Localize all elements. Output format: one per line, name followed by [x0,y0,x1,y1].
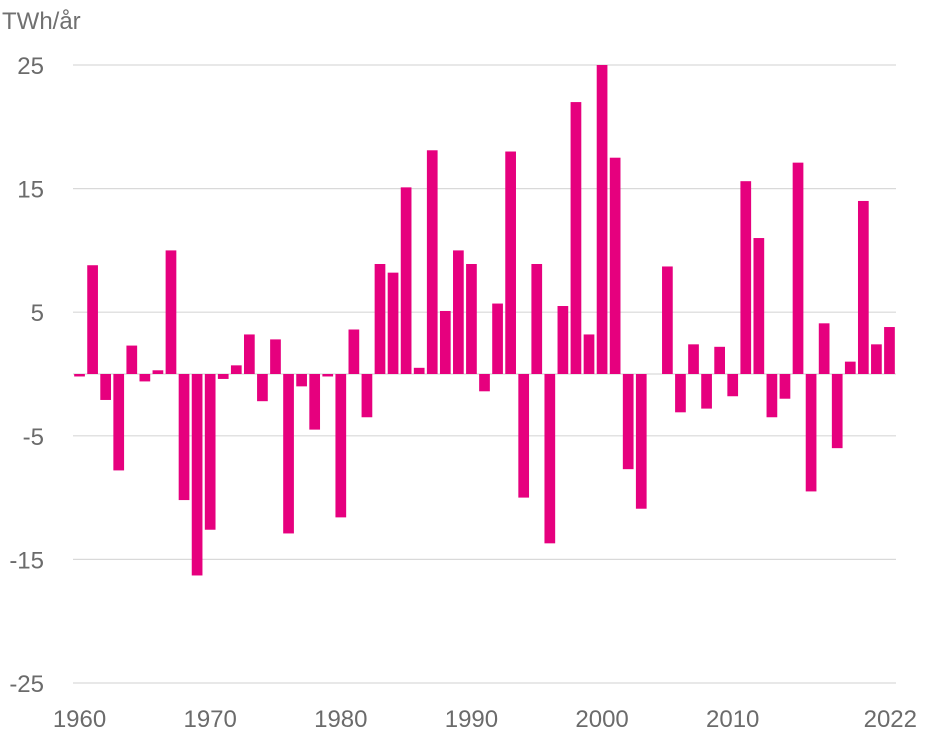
y-tick-label: 5 [31,300,44,327]
bar-2005 [662,266,673,374]
bar-1980 [335,374,347,518]
bar-2020 [857,200,869,374]
bar-2013 [766,374,778,418]
bar-1993 [505,151,516,374]
bar-2018 [831,374,843,449]
bar-1981 [348,329,360,374]
y-tick-label: -25 [9,671,44,698]
bar-1986 [413,367,425,374]
bar-1972 [230,365,242,374]
y-tick-label: 15 [17,177,44,204]
bar-2014 [779,374,791,399]
bar-1976 [283,374,294,534]
bar-1978 [309,374,321,430]
bar-1982 [361,374,373,418]
bar-2009 [714,346,725,374]
bar-2019 [844,361,856,374]
bar-1989 [453,250,464,374]
bar-1977 [296,374,307,387]
bar-1991 [479,374,490,392]
bar-1963 [113,374,125,471]
y-tick-label: -15 [9,547,44,574]
bar-2002 [622,374,634,470]
bar-1964 [126,345,138,374]
bar-1997 [557,306,569,374]
bar-2016 [805,374,817,492]
bar-2001 [609,157,621,374]
bar-2008 [701,374,712,409]
bar-1987 [426,150,438,374]
bar-2015 [792,162,804,374]
bar-1961 [87,265,98,374]
bar-2011 [740,181,752,374]
bar-1990 [466,263,477,374]
y-tick-label: -5 [23,424,44,451]
bar-2007 [688,344,699,374]
bar-1962 [100,374,112,400]
bar-1994 [518,374,530,498]
bar-1966 [152,370,164,374]
bar-1960 [74,374,85,377]
bar-1988 [439,310,451,374]
x-tick-label: 2000 [575,706,628,733]
x-tick-label: 1960 [53,706,106,733]
bar-1999 [583,334,595,374]
bar-1995 [531,263,543,374]
x-tick-label: 1970 [183,706,236,733]
bar-1968 [178,374,190,501]
bar-2022 [884,327,895,374]
y-tick-labels: 25 15 5 -5 -15 -25 [9,53,44,698]
bar-1998 [570,102,582,374]
bar-1967 [165,250,177,374]
bar-2003 [635,374,647,509]
bar-2017 [818,323,830,374]
bar-1979 [322,374,334,377]
x-tick-label: 2022 [864,706,917,733]
bars [74,65,895,576]
bar-2006 [675,374,686,413]
x-tick-label: 1990 [445,706,498,733]
bar-2012 [753,238,765,374]
bar-1965 [139,374,151,382]
x-tick-label: 1980 [314,706,367,733]
y-tick-label: 25 [17,53,44,80]
bar-1985 [400,187,412,374]
x-tick-labels: 1960 1970 1980 1990 2000 2010 2022 [53,706,917,733]
x-tick-label: 2010 [706,706,759,733]
y-axis-unit-label: TWh/år [2,8,81,35]
bar-1971 [217,374,229,379]
bar-1992 [492,303,503,374]
bar-1996 [544,374,556,544]
bar-1969 [191,374,203,576]
bar-1970 [204,374,216,530]
bar-1973 [244,334,255,374]
bar-1984 [387,272,399,374]
bar-2000 [596,65,608,374]
bar-1974 [257,374,268,402]
bar-1975 [270,339,281,374]
bar-1983 [374,263,386,374]
bar-2010 [727,374,739,397]
bar-2021 [871,344,882,374]
